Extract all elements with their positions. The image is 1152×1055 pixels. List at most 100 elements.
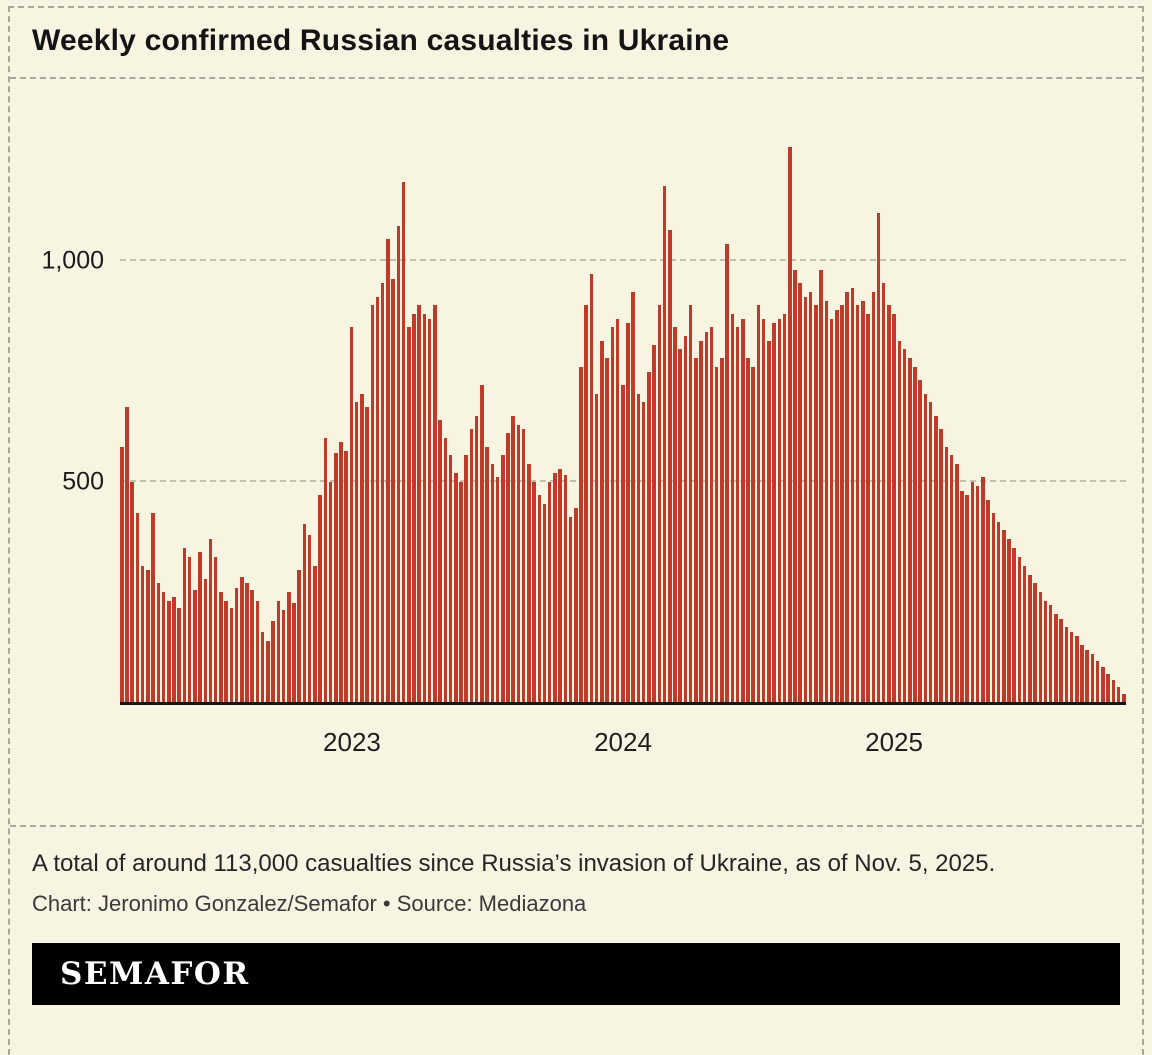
bar xyxy=(970,481,975,703)
bar xyxy=(1054,614,1058,703)
bar xyxy=(438,420,442,703)
chart-card: Weekly confirmed Russian casualties in U… xyxy=(8,6,1144,1055)
bar xyxy=(568,517,573,703)
bar xyxy=(354,402,359,703)
bar xyxy=(1001,530,1006,703)
bar xyxy=(767,340,771,703)
bar xyxy=(782,314,787,703)
bar xyxy=(991,512,996,703)
bar xyxy=(574,508,578,703)
bar xyxy=(720,358,724,703)
bar xyxy=(344,450,348,703)
bar xyxy=(203,578,208,703)
bar xyxy=(819,270,823,703)
bar xyxy=(772,323,776,703)
bar xyxy=(871,292,876,703)
bar xyxy=(610,327,615,703)
bar xyxy=(1022,565,1027,703)
bar xyxy=(422,314,427,703)
bar xyxy=(307,534,312,703)
bar xyxy=(213,556,218,703)
bar xyxy=(276,601,281,703)
bar xyxy=(260,631,265,703)
bar xyxy=(328,481,333,703)
bar xyxy=(808,292,813,703)
bar xyxy=(600,340,604,703)
bar xyxy=(229,607,234,703)
bar xyxy=(647,371,651,703)
bar xyxy=(866,314,870,703)
bar xyxy=(120,446,124,703)
bar xyxy=(375,296,380,703)
bar xyxy=(975,486,980,703)
bar xyxy=(454,473,458,703)
bar xyxy=(746,358,750,703)
bar xyxy=(913,367,917,703)
bar xyxy=(323,437,328,703)
bar xyxy=(876,212,881,703)
bar xyxy=(829,318,834,703)
bar xyxy=(386,239,390,703)
bar xyxy=(172,596,176,703)
bar xyxy=(464,455,468,703)
bar xyxy=(751,367,755,703)
bar xyxy=(955,464,959,703)
bar xyxy=(756,305,761,703)
bar xyxy=(934,415,938,703)
bar xyxy=(960,490,964,703)
bar xyxy=(840,305,844,703)
bar xyxy=(547,481,552,703)
bar xyxy=(850,287,855,703)
bar xyxy=(495,477,500,703)
bar xyxy=(641,402,646,703)
bar xyxy=(151,512,155,703)
bar xyxy=(500,455,505,703)
bar xyxy=(589,274,594,703)
y-axis-label-1000: 1,000 xyxy=(41,246,104,275)
bar xyxy=(318,495,322,703)
bar xyxy=(949,455,954,703)
bar xyxy=(918,380,922,703)
bar xyxy=(396,225,401,703)
bar xyxy=(986,499,990,703)
bar xyxy=(266,640,270,703)
bar xyxy=(1059,618,1063,703)
caption-credit: Chart: Jeronimo Gonzalez/Semafor • Sourc… xyxy=(32,890,587,916)
bar xyxy=(281,609,286,703)
bar xyxy=(1043,601,1048,703)
bar xyxy=(861,300,865,703)
bar xyxy=(704,331,709,703)
bar xyxy=(480,384,484,703)
caption-block: A total of around 113,000 casualties sin… xyxy=(10,827,1142,917)
bar xyxy=(730,314,735,703)
bar xyxy=(741,318,745,703)
bar xyxy=(908,358,912,703)
bar xyxy=(349,327,354,703)
bar xyxy=(667,230,672,703)
x-axis-line xyxy=(120,701,1126,705)
bar xyxy=(793,270,797,703)
bar xyxy=(532,481,536,703)
bar xyxy=(657,305,662,703)
bar xyxy=(485,446,489,703)
bar xyxy=(814,305,818,703)
chart-region: 500 1,000 2023 2024 2025 xyxy=(10,79,1142,827)
bar xyxy=(615,318,620,703)
bar xyxy=(996,521,1001,703)
bar xyxy=(605,358,609,703)
bar xyxy=(594,393,599,703)
bar xyxy=(1111,680,1116,703)
bar xyxy=(469,428,474,703)
bar xyxy=(834,309,839,703)
bar xyxy=(944,446,949,703)
bar xyxy=(1101,667,1105,703)
bar xyxy=(365,406,369,703)
bar xyxy=(579,367,583,703)
footer-bar: SEMAFOR xyxy=(32,942,1120,1005)
bar xyxy=(443,437,448,703)
bar xyxy=(881,283,886,703)
bar xyxy=(313,565,317,703)
plot-area: 500 1,000 2023 2024 2025 xyxy=(41,146,1126,757)
semafor-logo: SEMAFOR xyxy=(60,955,250,992)
bar xyxy=(370,305,375,703)
